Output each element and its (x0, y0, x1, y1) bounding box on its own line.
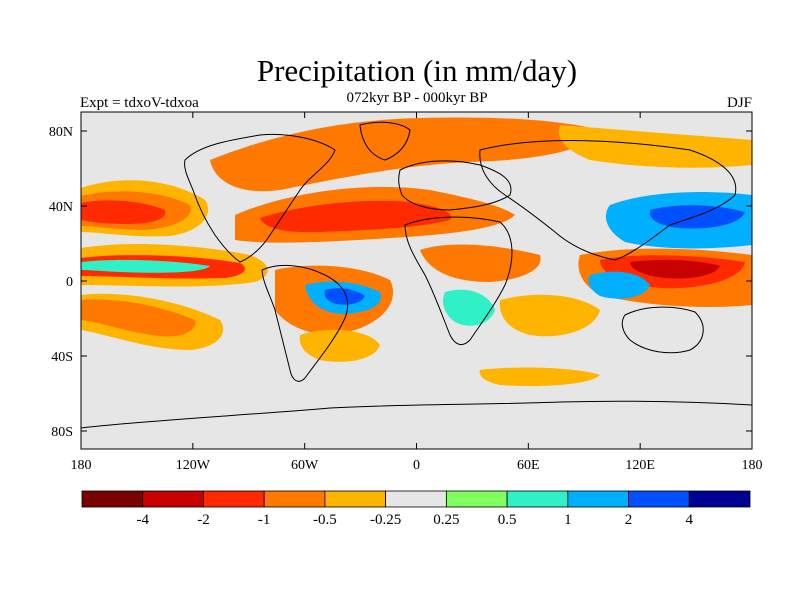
anomaly-southern-ocean (479, 367, 600, 387)
anomaly-west-pacific-strong (649, 205, 745, 229)
coast-europe (398, 160, 512, 211)
colorbar-label: 4 (686, 512, 694, 528)
anomaly-neg-arctic (210, 117, 600, 192)
colorbar-label: 2 (625, 512, 633, 528)
anomaly-africa-orange (420, 244, 541, 282)
anomaly-indian-positive (588, 271, 650, 299)
anomaly-indian-ocean (499, 294, 600, 337)
colorbar-label: -1 (258, 512, 271, 528)
lat-label: 40N (49, 200, 73, 215)
anomaly-eq-pacific-positive (81, 259, 210, 273)
anomaly-orange-eurasia (558, 125, 752, 168)
colorbar-swatch (203, 490, 265, 508)
anomaly-neg-north-pacific-peak (81, 200, 166, 224)
coast-greenland (359, 121, 411, 161)
latitude-axis: 80N 40N 0 40S 80S (49, 125, 752, 440)
coast-antarctica (81, 400, 752, 429)
coast-africa (404, 216, 513, 346)
lon-label: 0 (413, 458, 420, 473)
coast-north-america (184, 133, 336, 263)
coast-south-america (261, 265, 349, 382)
lat-label: 0 (66, 275, 73, 290)
anomaly-maritime-darkred (630, 259, 720, 279)
lon-label: 180 (71, 458, 92, 473)
colorbar-swatch (263, 490, 326, 508)
anomaly-south-atlantic (299, 329, 380, 362)
colorbar-swatch (445, 490, 508, 508)
coast-asia (479, 140, 737, 261)
map-panel: 80N 40N 0 40S 80S 180 120W 60W 0 60E 120E 180 (49, 111, 763, 473)
colorbar-label: 0.25 (433, 512, 459, 528)
coast-australia (621, 306, 704, 354)
colorbar-label: -2 (197, 512, 210, 528)
colorbar-swatch (385, 490, 447, 508)
season-label: DJF (727, 95, 752, 111)
colorbar-swatch (506, 490, 569, 508)
anomaly-amazon-strong (324, 288, 365, 305)
lat-label: 40S (51, 350, 73, 365)
anomaly-neg-north-atlantic-core (260, 200, 451, 233)
colorbar-label: 0.5 (498, 512, 517, 528)
lon-label: 120E (625, 458, 655, 473)
colorbar-label: 1 (564, 512, 572, 528)
anomaly-field (81, 117, 752, 387)
subtitle: 072kyr BP - 000kyr BP (346, 90, 487, 106)
colorbar-swatch (628, 490, 690, 508)
colorbar-swatch (567, 490, 629, 508)
lon-label: 60E (517, 458, 540, 473)
colorbar-label: -4 (136, 512, 149, 528)
lon-label: 180 (742, 458, 763, 473)
anomaly-africa-positive (443, 289, 495, 326)
colorbar-label: -0.5 (313, 512, 337, 528)
colorbar-swatch (142, 490, 204, 508)
experiment-label: Expt = tdxoV-tdxoa (80, 95, 199, 111)
title: Precipitation (in mm/day) (257, 53, 577, 88)
colorbar: -4 -2 -1 -0.5 -0.25 0.25 0.5 1 2 4 (81, 490, 751, 528)
coastlines (81, 121, 752, 429)
lon-label: 60W (291, 458, 319, 473)
anomaly-south-pacific-core (81, 299, 196, 337)
colorbar-swatch (688, 490, 751, 508)
colorbar-swatch (324, 490, 387, 508)
colorbar-swatch (81, 490, 144, 508)
lat-label: 80S (51, 425, 73, 440)
lat-label: 80N (49, 125, 73, 140)
longitude-axis: 180 120W 60W 0 60E 120E 180 (71, 112, 763, 473)
colorbar-label: -0.25 (370, 512, 401, 528)
lon-label: 120W (176, 458, 211, 473)
